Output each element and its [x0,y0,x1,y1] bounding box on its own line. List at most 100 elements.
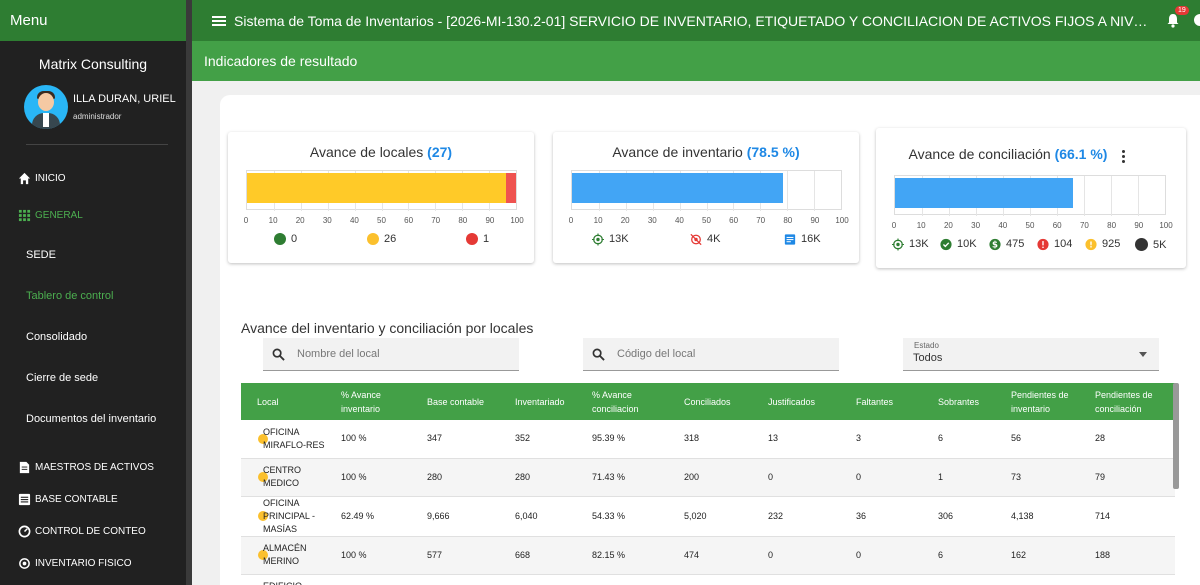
tick-label: 20 [620,216,630,225]
account-icon[interactable] [1194,14,1200,26]
sidebar-item-tablero-de-control[interactable]: Tablero de control [26,290,114,302]
search-code-field[interactable] [583,338,839,371]
bell-icon[interactable] [1166,13,1180,33]
user-role: administrador [73,112,122,121]
table-cell: 62.49 % [335,496,421,537]
table-row[interactable]: OFICINA MIRAFLO-RES 100 % 347 352 95.39 % 318… [241,420,1175,459]
table-cell: 100 % [335,420,421,459]
legend-item: 104 [1037,238,1072,251]
bar-segment [506,173,516,203]
search-code-input[interactable] [617,348,797,360]
table-scrollbar[interactable] [1173,383,1179,489]
table-cell: 6,040 [509,496,586,537]
estado-label: Estado [914,341,939,350]
tick-label: 50 [377,216,386,225]
sidebar-item-inventario-fisico[interactable]: INVENTARIO FISICO [0,557,132,570]
table-cell: 28 [1089,420,1175,459]
search-local-input[interactable] [297,348,477,360]
table-cell: 13 [678,574,762,585]
table-row[interactable]: EDIFICIO TARGA100 %4014803.24 %130011637… [241,574,1175,585]
tick-label: 60 [1052,221,1062,230]
table-row[interactable]: ALMACÉN MERINO 100 % 577 668 82.15 % 474 0 0 6 16… [241,536,1175,575]
progress-bar-locales [246,170,517,211]
table-cell: 306 [932,496,1005,537]
alert-icon [1037,238,1049,251]
table-cell: 200 [678,458,762,497]
tick-label: 30 [322,216,332,225]
column-header[interactable]: Base contable [421,383,509,420]
table-cell: 1 [932,458,1005,497]
column-header[interactable]: Sobrantes [932,383,1005,420]
grid-icon [18,209,31,222]
column-header[interactable]: Pendientes de conciliación [1089,383,1175,420]
table-cell: 95.39 % [586,420,678,459]
tick-label: 70 [1079,221,1089,230]
table-cell: 0 [850,574,932,585]
local-name: ALMACÉN MERINO [263,543,307,566]
estado-select[interactable]: Estado Todos [903,338,1159,371]
table-row[interactable]: CENTRO MEDICO 100 % 280 280 71.43 % 200 0 0 1 73 7… [241,458,1175,497]
table-row[interactable]: OFICINA PRINCIPAL - MASÍAS 62.49 % 9,666 6,… [241,496,1175,537]
document-icon [784,233,796,245]
sidebar-item-sede[interactable]: SEDE [26,249,56,261]
search-local-field[interactable] [263,338,519,371]
column-header[interactable]: % Avance inventario [335,383,421,420]
user-profile[interactable]: ILLA DURAN, URIEL administrador [0,72,186,129]
tick-label: 60 [404,216,414,225]
search-icon [272,348,285,361]
column-header[interactable]: Faltantes [850,383,932,420]
table-cell: 352 [509,420,586,459]
page-subtitle: Indicadores de resultado [204,53,358,69]
table-cell: 13 [762,420,850,459]
hamburger-menu-icon[interactable] [212,14,226,28]
column-header[interactable]: Pendientes de inventario [1005,383,1089,420]
dark-circle-icon [1135,238,1148,251]
table-cell: 0 [762,574,850,585]
sidebar-item-maestros-de-activos[interactable]: MAESTROS DE ACTIVOS [0,461,154,474]
sidebar-item-documentos-del-inventario[interactable]: Documentos del inventario [26,413,157,425]
column-header[interactable]: Justificados [762,383,850,420]
indicator-card-conciliacion: Avance de conciliación (66.1 %) 0 10 20 30 4… [876,128,1186,268]
tick-label: 40 [998,221,1008,230]
more-options-icon[interactable] [1122,148,1126,165]
coin-icon: ! [1085,238,1097,251]
red-dot-icon [466,233,478,245]
table-cell: 668 [509,536,586,575]
tick-label: 90 [1134,221,1144,230]
user-name: ILLA DURAN, URIEL [73,93,176,105]
column-header[interactable]: % Avance conciliacion [586,383,678,420]
table-cell: 401 [421,574,509,585]
notification-badge: 19 [1175,6,1189,15]
tick-label: 80 [458,216,468,225]
cell-local: OFICINA PRINCIPAL - MASÍAS [241,496,335,537]
tick-label: 40 [349,216,359,225]
sidebar-scrollbar[interactable] [186,0,192,585]
sidebar-item-base-contable[interactable]: BASE CONTABLE [0,493,118,506]
table-cell: 79 [1089,458,1175,497]
table-cell: 188 [1089,536,1175,575]
svg-text:!: ! [1089,241,1093,250]
legend-item: 10K [940,238,977,251]
target-icon [18,557,31,570]
app-title: Sistema de Toma de Inventarios - [2026-M… [234,12,1154,29]
progress-bar-conciliacion [894,175,1166,216]
list-icon [18,493,31,506]
table-cell: 100 % [335,458,421,497]
column-header[interactable]: Local [241,383,335,420]
sidebar-item-cierre-de-sede[interactable]: Cierre de sede [26,372,99,384]
sidebar-item-control-de-conteo[interactable]: CONTROL DE CONTEO [0,525,146,538]
tick-label: 10 [268,216,278,225]
tick-label: 20 [943,221,953,230]
sidebar-item-general[interactable]: GENERAL [0,209,83,222]
search-icon [592,348,605,361]
column-header[interactable]: Conciliados [678,383,762,420]
legend-item: ! 925 [1085,238,1120,251]
column-header[interactable]: Inventariado [509,383,586,420]
legend-item: 1 [466,233,489,245]
tick-label: 100 [1159,221,1173,230]
table-cell: 5,020 [678,496,762,537]
top-app-bar: Sistema de Toma de Inventarios - [2026-M… [192,0,1200,41]
sidebar-item-inicio[interactable]: INICIO [0,172,66,185]
table-cell: 71.43 % [586,458,678,497]
sidebar-item-consolidado[interactable]: Consolidado [26,331,88,343]
